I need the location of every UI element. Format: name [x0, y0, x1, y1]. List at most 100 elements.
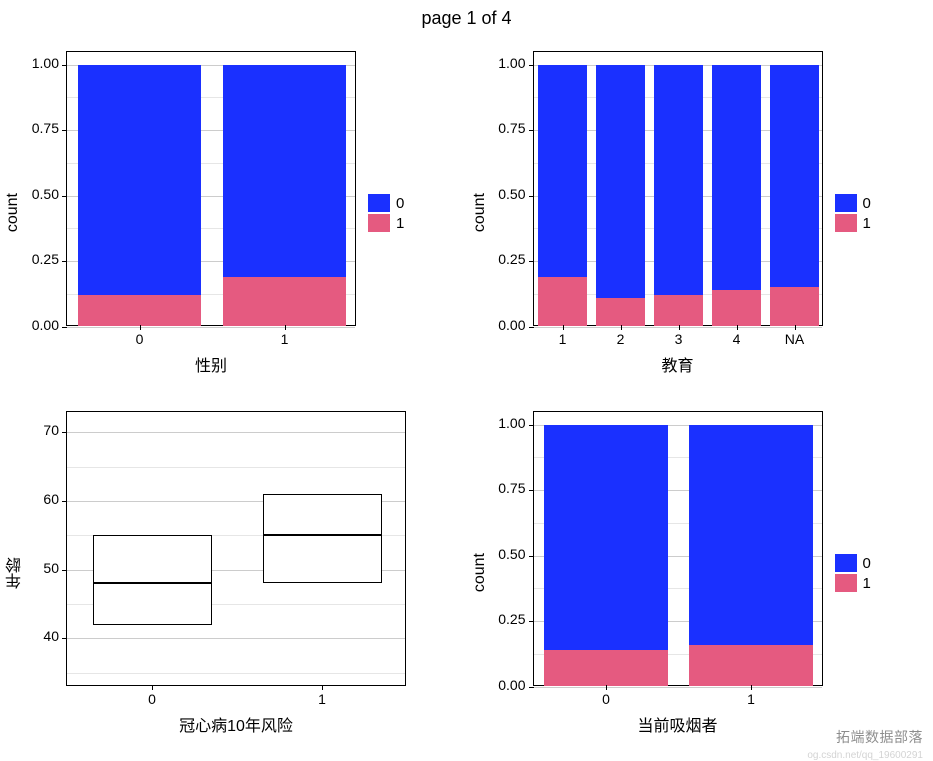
x-tick-label: 4: [733, 331, 741, 347]
major-gridline: [67, 432, 405, 433]
x-tick-label: 0: [148, 691, 156, 707]
bar-segment-1: [712, 290, 761, 327]
bar-segment-0: [596, 65, 645, 298]
x-tick-label: 2: [617, 331, 625, 347]
y-tick-label: 50: [43, 560, 59, 576]
x-tick-label: 1: [747, 691, 755, 707]
x-tick-label: NA: [785, 331, 804, 347]
y-axis-label: 年龄: [0, 557, 32, 589]
watermark-sub: og.csdn.net/qq_19600291: [807, 750, 923, 761]
x-tick-label: 3: [675, 331, 683, 347]
x-tick-label: 1: [318, 691, 326, 707]
y-tick-label: 0.50: [498, 546, 525, 562]
y-tick-label: 0.25: [498, 251, 525, 267]
y-axis-label: count: [467, 553, 493, 592]
major-gridline: [534, 327, 822, 328]
y-tick-label: 0.00: [498, 677, 525, 693]
legend-swatch: [835, 194, 857, 212]
y-tick-label: 0.75: [498, 120, 525, 136]
bar-segment-0: [223, 65, 346, 277]
panel-bottom-right: count0.000.250.500.751.0001当前吸烟者01: [467, 393, 933, 753]
major-gridline: [67, 638, 405, 639]
legend-item: 0: [835, 194, 871, 212]
legend-swatch: [835, 554, 857, 572]
y-tick-label: 1.00: [498, 55, 525, 71]
legend-swatch: [835, 574, 857, 592]
y-tick-label: 0.25: [32, 251, 59, 267]
bar-segment-1: [596, 298, 645, 327]
x-axis-label: 冠心病10年风险: [179, 710, 293, 736]
minor-gridline: [67, 673, 405, 674]
y-tick-label: 1.00: [498, 415, 525, 431]
legend-swatch: [835, 214, 857, 232]
major-gridline: [534, 687, 822, 688]
bar-segment-1: [689, 645, 812, 687]
page-title: page 1 of 4: [0, 0, 933, 33]
legend-item: 1: [368, 214, 404, 232]
plot-area: 0.000.250.500.751.0001: [533, 411, 823, 686]
legend-label: 1: [863, 575, 871, 592]
legend-item: 0: [368, 194, 404, 212]
panel-top-right: count0.000.250.500.751.001234NA教育01: [467, 33, 933, 393]
box: [93, 535, 212, 624]
bar-segment-0: [712, 65, 761, 290]
y-tick-label: 60: [43, 491, 59, 507]
panel-bottom-left: 年龄4050607001冠心病10年风险: [0, 393, 467, 753]
bar-segment-1: [770, 287, 819, 326]
legend-item: 1: [835, 214, 871, 232]
box: [263, 494, 382, 583]
bar-segment-1: [78, 295, 201, 326]
minor-gridline: [67, 467, 405, 468]
bar-segment-1: [544, 650, 667, 687]
legend: 01: [368, 194, 404, 232]
legend: 01: [835, 194, 871, 232]
chart-grid: count0.000.250.500.751.0001性别01 count0.0…: [0, 33, 933, 753]
y-tick-label: 40: [43, 628, 59, 644]
bar-segment-0: [689, 425, 812, 645]
legend-item: 1: [835, 574, 871, 592]
plot-area: 0.000.250.500.751.001234NA: [533, 51, 823, 326]
major-gridline: [67, 327, 355, 328]
box-median: [263, 534, 382, 536]
y-tick-label: 0.50: [498, 186, 525, 202]
watermark-text: 拓端数据部落: [836, 727, 923, 747]
legend: 01: [835, 554, 871, 592]
bar-segment-0: [544, 425, 667, 650]
x-tick-label: 0: [602, 691, 610, 707]
bar-segment-1: [538, 277, 587, 327]
legend-swatch: [368, 214, 390, 232]
y-tick-label: 70: [43, 422, 59, 438]
panel-top-left: count0.000.250.500.751.0001性别01: [0, 33, 467, 393]
box-median: [93, 582, 212, 584]
legend-label: 0: [863, 555, 871, 572]
x-tick-label: 1: [281, 331, 289, 347]
y-axis-label: count: [467, 193, 493, 232]
bar-segment-0: [654, 65, 703, 295]
plot-area: 0.000.250.500.751.0001: [66, 51, 356, 326]
x-axis-label: 当前吸烟者: [637, 710, 717, 736]
y-tick-label: 0.75: [498, 480, 525, 496]
bar-segment-0: [78, 65, 201, 295]
y-tick-label: 1.00: [32, 55, 59, 71]
x-axis-label: 教育: [661, 350, 693, 376]
y-tick-label: 0.00: [498, 317, 525, 333]
legend-item: 0: [835, 554, 871, 572]
legend-label: 0: [863, 195, 871, 212]
bar-segment-0: [770, 65, 819, 288]
y-tick-label: 0.00: [32, 317, 59, 333]
legend-label: 0: [396, 195, 404, 212]
y-tick-label: 0.25: [498, 611, 525, 627]
legend-label: 1: [863, 215, 871, 232]
legend-swatch: [368, 194, 390, 212]
plot-area: 4050607001: [66, 411, 406, 686]
bar-segment-0: [538, 65, 587, 277]
bar-segment-1: [654, 295, 703, 326]
x-tick-label: 0: [136, 331, 144, 347]
bar-segment-1: [223, 277, 346, 327]
x-tick-label: 1: [559, 331, 567, 347]
y-tick-label: 0.75: [32, 120, 59, 136]
legend-label: 1: [396, 215, 404, 232]
y-tick-label: 0.50: [32, 186, 59, 202]
x-axis-label: 性别: [195, 350, 227, 376]
y-axis-label: count: [0, 193, 26, 232]
